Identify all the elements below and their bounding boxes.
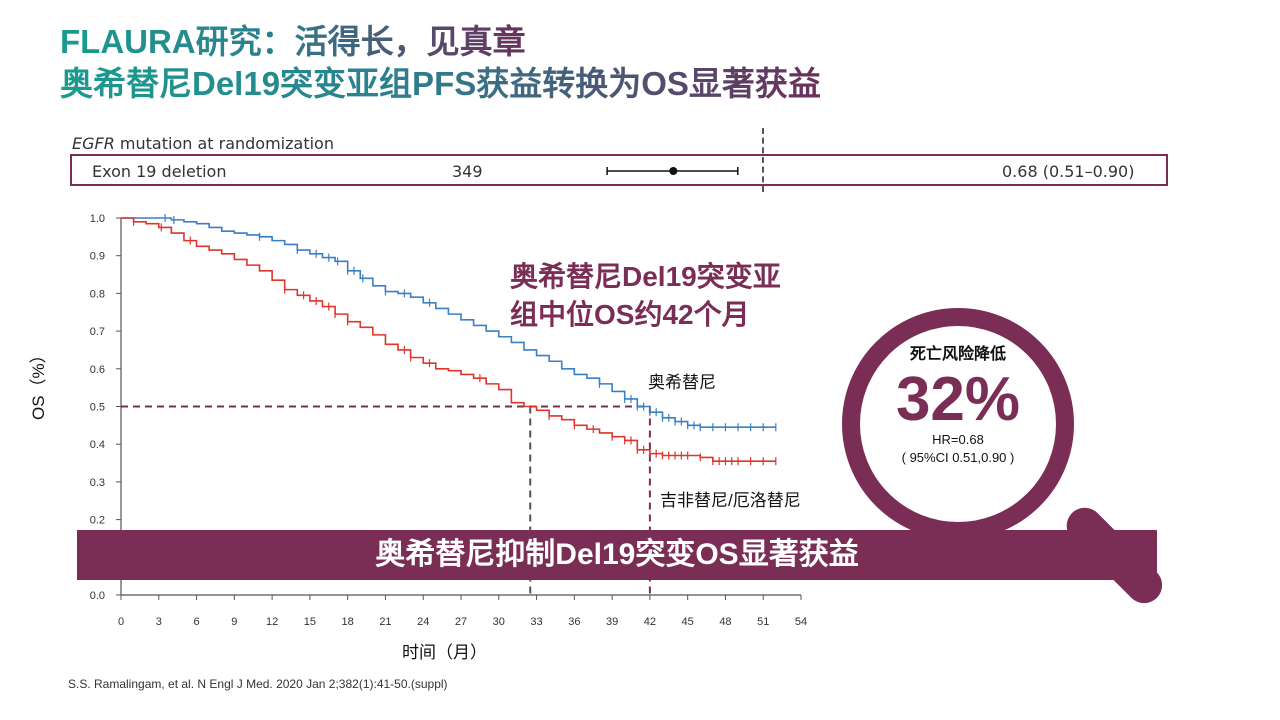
series-label-comparator: 吉非替尼/厄洛替尼 (660, 491, 801, 510)
x-tick-label: 42 (644, 616, 656, 628)
y-tick-label: 0.6 (90, 364, 105, 376)
x-tick-label: 45 (682, 616, 694, 628)
x-tick-label: 30 (493, 616, 505, 628)
forest-n: 349 (452, 162, 483, 181)
y-tick-label: 0.8 (90, 288, 105, 300)
x-tick-label: 33 (530, 616, 542, 628)
km-curves (121, 214, 777, 466)
y-tick-label: 0.3 (90, 477, 105, 489)
y-tick-label: 0.9 (90, 251, 105, 263)
x-axis-label: 时间（月） (402, 643, 487, 662)
km-curve-comparator (121, 217, 776, 462)
annotation-line-1: 奥希替尼Del19突变亚 (510, 261, 781, 292)
annotation-line-2: 组中位OS约42个月 (510, 299, 750, 330)
x-tick-label: 9 (231, 616, 237, 628)
citation: S.S. Ramalingam, et al. N Engl J Med. 20… (68, 677, 448, 691)
forest-subgroup: Exon 19 deletion (92, 162, 227, 181)
x-tick-label: 3 (156, 616, 162, 628)
title-line-2: 奥希替尼Del19突变亚组PFS获益转换为OS显著获益 (60, 65, 821, 102)
forest-row-box (70, 154, 1168, 186)
x-tick-label: 24 (417, 616, 429, 628)
x-tick-label: 39 (606, 616, 618, 628)
forest-header: EGFR mutation at randomization (72, 134, 334, 153)
magnifier-heading: 死亡风险降低 (909, 346, 1006, 363)
median-os-annotation: 奥希替尼Del19突变亚 组中位OS约42个月 (510, 258, 781, 334)
x-tick-label: 0 (118, 616, 124, 628)
magnifier-hr: HR=0.68 (932, 432, 984, 447)
conclusion-banner: 奥希替尼抑制Del19突变OS显著获益 (77, 530, 1157, 580)
forest-null-line (762, 128, 764, 192)
km-axes: 0.00.10.20.30.40.50.60.70.80.91.00369121… (90, 213, 807, 628)
x-tick-label: 15 (304, 616, 316, 628)
y-tick-label: 1.0 (90, 213, 105, 225)
series-label-osimertinib: 奥希替尼 (648, 373, 716, 392)
x-tick-label: 12 (266, 616, 278, 628)
y-tick-label: 0.5 (90, 402, 105, 414)
x-tick-label: 18 (342, 616, 354, 628)
title-line-1: FLAURA研究：活得长，见真章 (60, 23, 526, 60)
forest-header-rest: mutation at randomization (114, 134, 334, 153)
x-tick-label: 48 (719, 616, 731, 628)
forest-header-gene: EGFR (72, 134, 115, 153)
forest-ci-marker (606, 167, 739, 175)
y-axis-label: OS（%） (29, 346, 48, 420)
magnifier-percent: 32% (895, 365, 1021, 434)
magnifier-ci: ( 95%CI 0.51,0.90 ) (901, 450, 1015, 465)
x-tick-label: 6 (193, 616, 199, 628)
forest-hr-text: 0.68 (0.51–0.90) (1002, 162, 1135, 181)
y-tick-label: 0.0 (90, 590, 105, 602)
y-tick-label: 0.4 (90, 439, 105, 451)
forest-point-estimate (669, 167, 678, 175)
y-tick-label: 0.7 (90, 326, 105, 338)
x-tick-label: 36 (568, 616, 580, 628)
x-tick-label: 54 (795, 616, 807, 628)
km-curve-osimertinib (121, 217, 776, 429)
x-tick-label: 27 (455, 616, 467, 628)
x-tick-label: 51 (757, 616, 769, 628)
x-tick-label: 21 (379, 616, 391, 628)
y-tick-label: 0.2 (90, 515, 105, 527)
